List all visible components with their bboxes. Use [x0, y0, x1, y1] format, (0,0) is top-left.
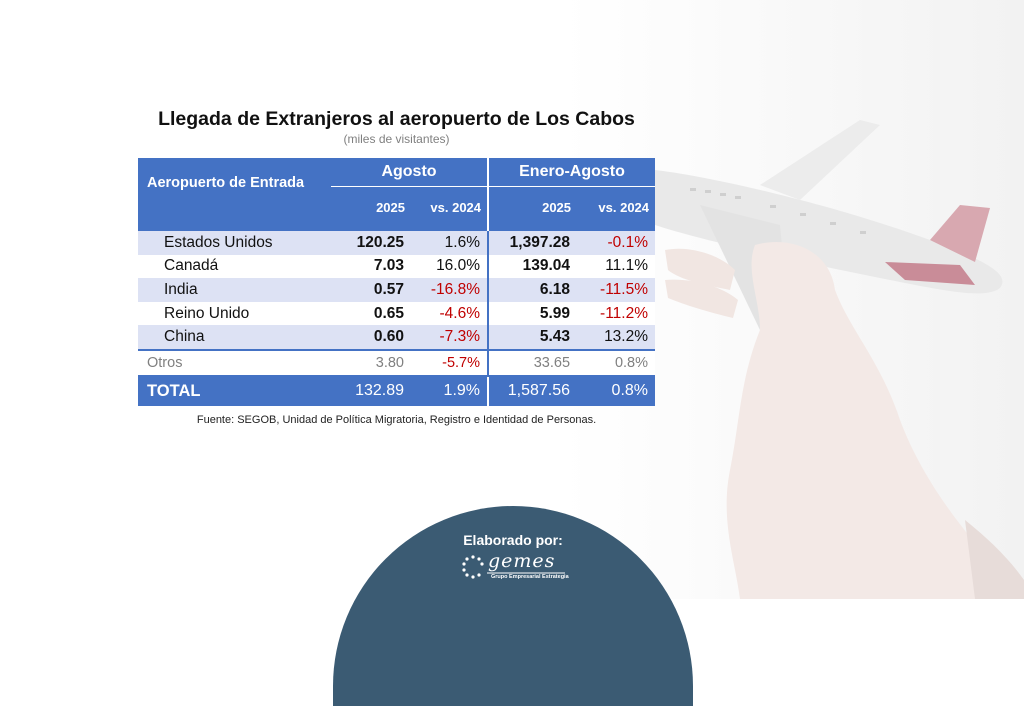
table-row: Canadá 7.03 16.0% 139.04 11.1%: [138, 254, 656, 279]
agosto-2025-value: 3.80: [331, 348, 411, 376]
source-note: Fuente: SEGOB, Unidad de Política Migrat…: [196, 414, 597, 426]
total-enero-agosto-vs: 0.8%: [577, 374, 656, 406]
table-row: Reino Unido 0.65 -4.6% 5.99 -11.2%: [138, 301, 656, 326]
table-row-total: TOTAL 132.89 1.9% 1,587.56 0.8%: [138, 374, 656, 406]
total-agosto-vs: 1.9%: [411, 374, 489, 406]
enero-agosto-2025-value: 139.04: [487, 254, 578, 279]
gemes-logo-icon: [462, 555, 565, 579]
agosto-2025-value: 7.03: [331, 254, 411, 279]
total-enero-agosto-2025: 1,587.56: [487, 374, 578, 406]
table-row: Estados Unidos 120.25 1.6% 1,397.28 -0.1…: [138, 229, 656, 255]
header-agosto-2025: 2025: [331, 186, 411, 230]
enero-agosto-2025-value: 1,397.28: [487, 229, 578, 255]
agosto-vs-value: 1.6%: [411, 229, 489, 255]
header-enero-agosto-2025: 2025: [487, 186, 578, 230]
gemes-logo-text: gemes: [488, 550, 556, 572]
header-group-enero-agosto: Enero-Agosto: [487, 158, 656, 187]
agosto-vs-value: 16.0%: [411, 254, 489, 279]
agosto-2025-value: 120.25: [331, 229, 411, 255]
enero-agosto-2025-value: 33.65: [487, 348, 578, 376]
agosto-2025-value: 0.57: [331, 278, 411, 302]
header-enero-agosto-vs: vs. 2024: [577, 186, 656, 230]
arrivals-table: Aeropuerto de Entrada Agosto Enero-Agost…: [138, 158, 656, 406]
header-agosto-vs: vs. 2024: [411, 186, 489, 230]
country-name: Estados Unidos: [138, 229, 331, 255]
enero-agosto-vs-value: 0.8%: [577, 348, 656, 376]
agosto-vs-value: -16.8%: [411, 278, 489, 302]
agosto-2025-value: 0.65: [331, 301, 411, 326]
agosto-vs-value: -4.6%: [411, 301, 489, 326]
country-name: China: [138, 325, 331, 350]
table-row: China 0.60 -7.3% 5.43 13.2%: [138, 325, 656, 350]
gemes-logo-subtitle: Grupo Empresarial Estrategia: [491, 574, 569, 580]
enero-agosto-2025-value: 5.43: [487, 325, 578, 350]
total-agosto-2025: 132.89: [331, 374, 411, 406]
page-title: Llegada de Extranjeros al aeropuerto de …: [158, 108, 635, 130]
country-name: Canadá: [138, 254, 331, 279]
header-entry-airport: Aeropuerto de Entrada: [138, 158, 331, 230]
agosto-2025-value: 0.60: [331, 325, 411, 350]
table-row-otros: Otros 3.80 -5.7% 33.65 0.8%: [138, 348, 656, 376]
enero-agosto-2025-value: 5.99: [487, 301, 578, 326]
country-name: Reino Unido: [138, 301, 331, 326]
enero-agosto-vs-value: -11.5%: [577, 278, 656, 302]
country-name: Otros: [138, 348, 331, 376]
total-label: TOTAL: [138, 374, 331, 406]
table-row: India 0.57 -16.8% 6.18 -11.5%: [138, 278, 656, 302]
agosto-vs-value: -5.7%: [411, 348, 489, 376]
enero-agosto-vs-value: 13.2%: [577, 325, 656, 350]
enero-agosto-2025-value: 6.18: [487, 278, 578, 302]
agosto-vs-value: -7.3%: [411, 325, 489, 350]
header-group-agosto: Agosto: [331, 158, 489, 187]
page-subtitle: (miles de visitantes): [343, 132, 450, 146]
enero-agosto-vs-value: -11.2%: [577, 301, 656, 326]
country-name: India: [138, 278, 331, 302]
enero-agosto-vs-value: -0.1%: [577, 229, 656, 255]
enero-agosto-vs-value: 11.1%: [577, 254, 656, 279]
elaborado-label: Elaborado por:: [463, 532, 563, 548]
